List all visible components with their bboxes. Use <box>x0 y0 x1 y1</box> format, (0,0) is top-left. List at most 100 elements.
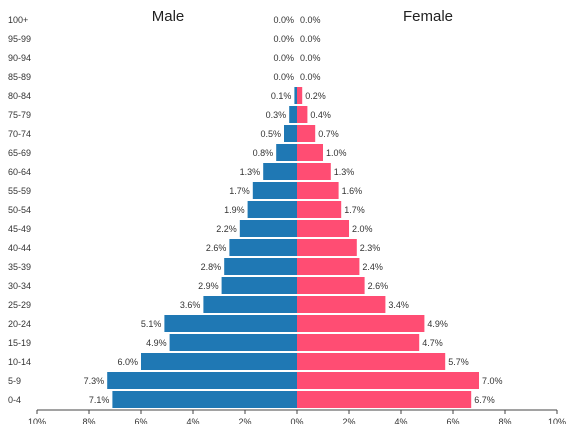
age-label-80-84: 80-84 <box>8 91 31 101</box>
male-bar-30-34 <box>221 277 297 294</box>
age-label-45-49: 45-49 <box>8 224 31 234</box>
age-label-75-79: 75-79 <box>8 110 31 120</box>
female-value-label-60-64: 1.3% <box>334 167 355 177</box>
male-bar-55-59 <box>252 182 297 199</box>
female-bar-55-59 <box>297 182 339 199</box>
age-label-30-34: 30-34 <box>8 281 31 291</box>
male-bar-75-79 <box>289 106 297 123</box>
male-bar-50-54 <box>247 201 297 218</box>
bars-group <box>107 87 479 408</box>
male-bar-65-69 <box>276 144 297 161</box>
female-value-label-50-54: 1.7% <box>344 205 365 215</box>
female-value-label-0-4: 6.7% <box>474 395 495 405</box>
female-bar-80-84 <box>297 87 303 104</box>
x-tick-label: 8% <box>498 417 511 424</box>
age-label-55-59: 55-59 <box>8 186 31 196</box>
female-value-label-75-79: 0.4% <box>310 110 331 120</box>
age-label-15-19: 15-19 <box>8 338 31 348</box>
female-bar-45-49 <box>297 220 349 237</box>
female-value-label-95-99: 0.0% <box>300 34 321 44</box>
male-value-label-15-19: 4.9% <box>146 338 167 348</box>
male-value-label-45-49: 2.2% <box>216 224 237 234</box>
male-value-label-50-54: 1.9% <box>224 205 245 215</box>
male-value-label-30-34: 2.9% <box>198 281 219 291</box>
age-label-5-9: 5-9 <box>8 376 21 386</box>
x-tick-label: 4% <box>394 417 407 424</box>
female-value-label-25-29: 3.4% <box>388 300 409 310</box>
x-tick-label: 10% <box>28 417 46 424</box>
male-value-label-85-89: 0.0% <box>273 72 294 82</box>
male-value-label-35-39: 2.8% <box>201 262 222 272</box>
male-panel-title: Male <box>152 8 185 25</box>
female-bar-0-4 <box>297 391 472 408</box>
male-value-label-70-74: 0.5% <box>260 129 281 139</box>
male-bar-80-84 <box>294 87 297 104</box>
female-value-label-35-39: 2.4% <box>362 262 383 272</box>
female-value-label-15-19: 4.7% <box>422 338 443 348</box>
female-bar-50-54 <box>297 201 342 218</box>
age-label-0-4: 0-4 <box>8 395 21 405</box>
female-bar-70-74 <box>297 125 316 142</box>
age-label-20-24: 20-24 <box>8 319 31 329</box>
x-tick-label: 8% <box>82 417 95 424</box>
x-tick-label: 0% <box>290 417 303 424</box>
female-bar-20-24 <box>297 315 425 332</box>
age-label-95-99: 95-99 <box>8 34 31 44</box>
female-value-label-5-9: 7.0% <box>482 376 503 386</box>
male-bar-35-39 <box>224 258 297 275</box>
x-tick-label: 4% <box>186 417 199 424</box>
age-label-70-74: 70-74 <box>8 129 31 139</box>
male-value-label-40-44: 2.6% <box>206 243 227 253</box>
age-label-40-44: 40-44 <box>8 243 31 253</box>
male-value-label-65-69: 0.8% <box>253 148 274 158</box>
female-bar-10-14 <box>297 353 446 370</box>
male-value-label-100plus: 0.0% <box>273 15 294 25</box>
x-tick-label: 6% <box>446 417 459 424</box>
male-value-label-75-79: 0.3% <box>266 110 287 120</box>
age-label-60-64: 60-64 <box>8 167 31 177</box>
age-label-90-94: 90-94 <box>8 53 31 63</box>
female-value-label-85-89: 0.0% <box>300 72 321 82</box>
female-value-label-65-69: 1.0% <box>326 148 347 158</box>
male-bar-45-49 <box>239 220 297 237</box>
female-value-label-100plus: 0.0% <box>300 15 321 25</box>
male-value-label-10-14: 6.0% <box>117 357 138 367</box>
female-value-label-70-74: 0.7% <box>318 129 339 139</box>
male-bar-0-4 <box>112 391 298 408</box>
female-bar-25-29 <box>297 296 386 313</box>
female-bar-30-34 <box>297 277 365 294</box>
male-bar-25-29 <box>203 296 297 313</box>
age-label-50-54: 50-54 <box>8 205 31 215</box>
male-value-label-0-4: 7.1% <box>89 395 110 405</box>
male-value-label-90-94: 0.0% <box>273 53 294 63</box>
female-bar-75-79 <box>297 106 308 123</box>
age-label-85-89: 85-89 <box>8 72 31 82</box>
x-tick-label: 10% <box>548 417 566 424</box>
female-bar-35-39 <box>297 258 360 275</box>
male-value-label-5-9: 7.3% <box>84 376 105 386</box>
age-label-100plus: 100+ <box>8 15 28 25</box>
age-label-25-29: 25-29 <box>8 300 31 310</box>
x-tick-label: 2% <box>238 417 251 424</box>
male-bar-10-14 <box>141 353 297 370</box>
male-bar-15-19 <box>169 334 297 351</box>
male-bar-60-64 <box>263 163 297 180</box>
female-bar-5-9 <box>297 372 479 389</box>
female-value-label-30-34: 2.6% <box>368 281 389 291</box>
female-bar-65-69 <box>297 144 323 161</box>
male-value-label-25-29: 3.6% <box>180 300 201 310</box>
female-value-label-80-84: 0.2% <box>305 91 326 101</box>
male-value-label-55-59: 1.7% <box>229 186 250 196</box>
age-label-65-69: 65-69 <box>8 148 31 158</box>
female-bar-40-44 <box>297 239 357 256</box>
labels-group: 100+ 0.0% 0.0% 95-99 0.0% 0.0% 90-94 0.0% 0.0% 85… <box>8 15 503 405</box>
male-value-label-20-24: 5.1% <box>141 319 162 329</box>
female-value-label-20-24: 4.9% <box>427 319 448 329</box>
male-bar-5-9 <box>107 372 297 389</box>
female-value-label-90-94: 0.0% <box>300 53 321 63</box>
age-label-35-39: 35-39 <box>8 262 31 272</box>
male-value-label-80-84: 0.1% <box>271 91 292 101</box>
x-tick-label: 2% <box>342 417 355 424</box>
female-value-label-45-49: 2.0% <box>352 224 373 234</box>
